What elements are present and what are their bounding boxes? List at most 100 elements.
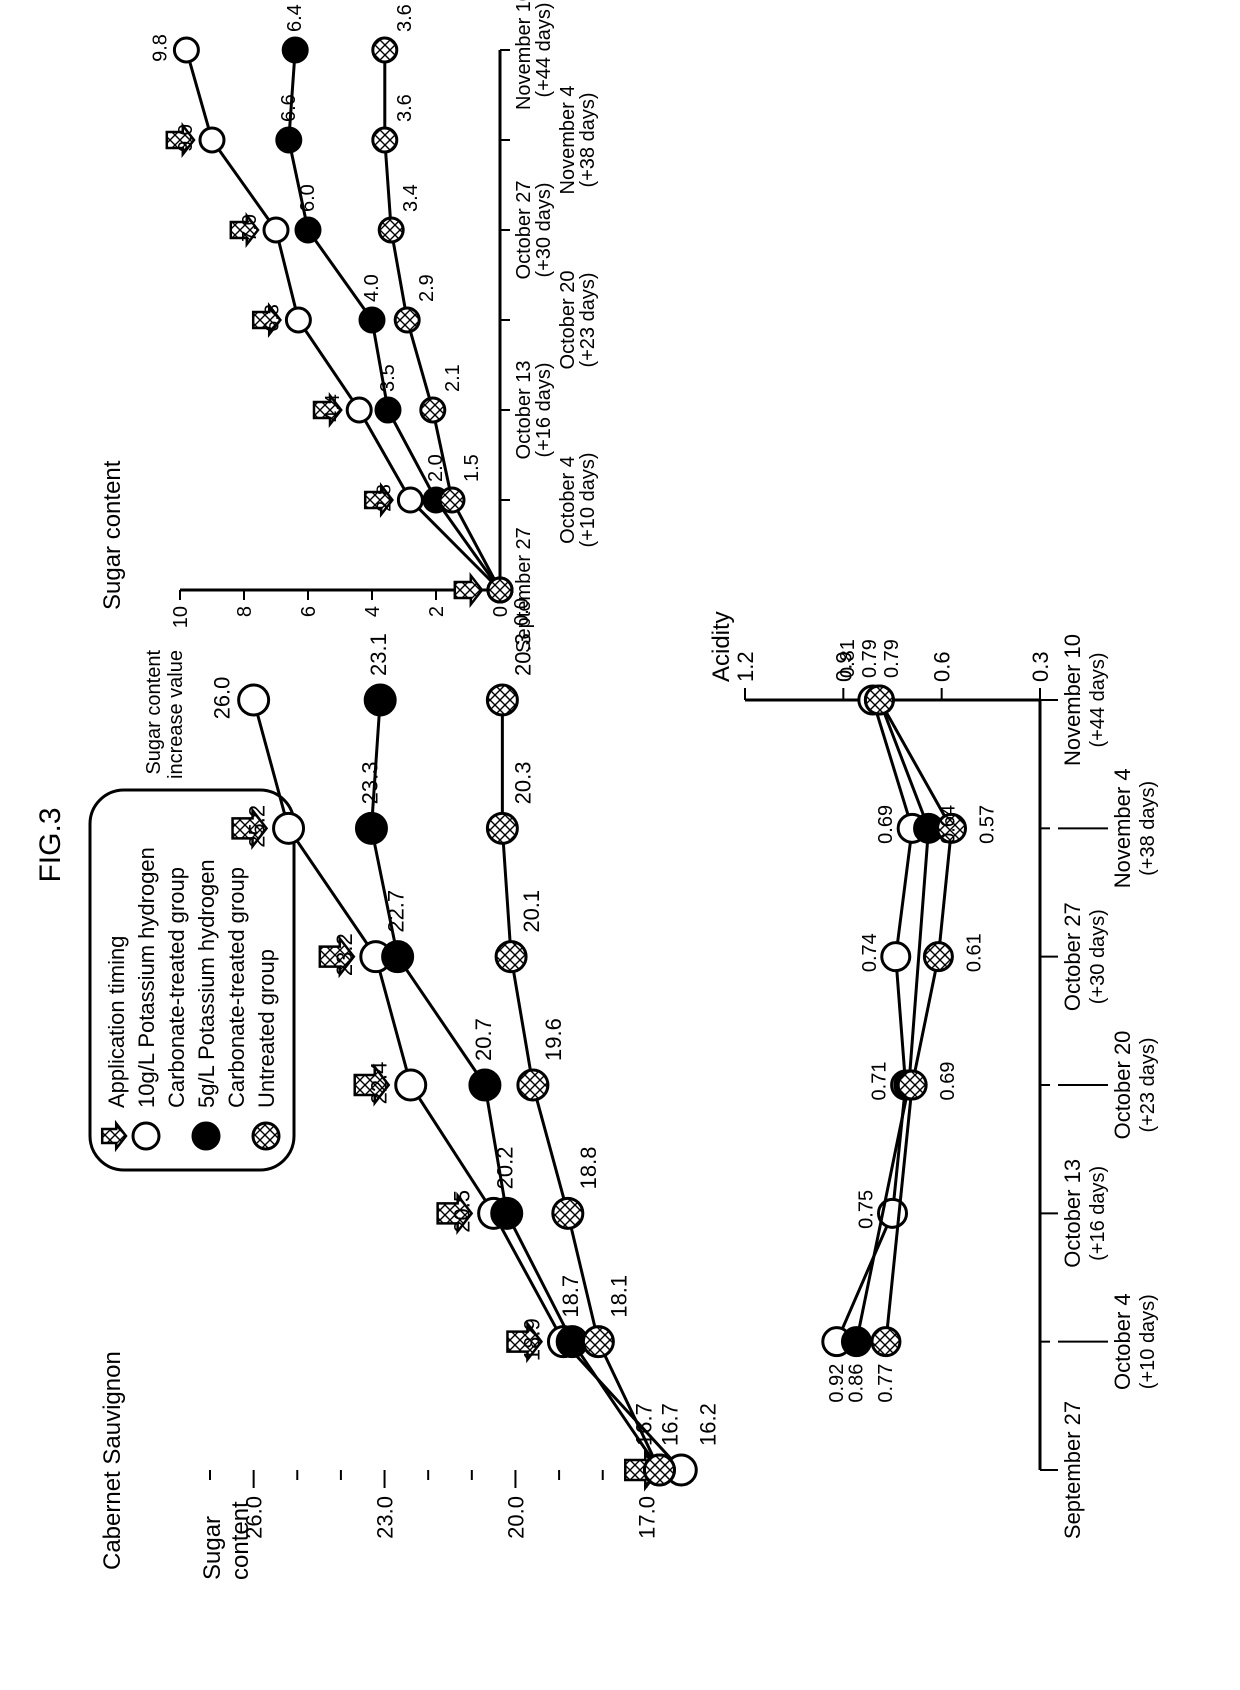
acidity-point-label: 0.79 <box>859 639 881 678</box>
inset-point-label: 4.4 <box>322 394 344 422</box>
inset-point-label: 1.5 <box>461 454 483 482</box>
acidity-y-label: Acidity <box>708 611 735 682</box>
legend-series-label: 10g/L Potassium hydrogen <box>134 847 159 1108</box>
acidity-point-label: 0.64 <box>938 805 960 844</box>
inset-y-label-bot: increase value <box>165 650 187 779</box>
main-point-label: 20.2 <box>493 1147 518 1190</box>
x-category-sub: (+10 days) <box>1137 1294 1159 1389</box>
acidity-point-label: 0.61 <box>963 933 985 972</box>
legend-series-label: Untreated group <box>254 949 279 1108</box>
main-point-label: 16.7 <box>631 1403 656 1446</box>
main-ytick-label: 17.0 <box>634 1496 659 1539</box>
x-category-sub: (+23 days) <box>1137 1037 1159 1132</box>
inset-point-label: 3.4 <box>400 184 422 212</box>
inset-ytick-label: 2 <box>426 606 448 617</box>
inset-x-category-sub: (+30 days) <box>533 182 555 277</box>
inset-point-label: 4.0 <box>361 274 383 302</box>
main-point-label: 18.1 <box>606 1275 631 1318</box>
main-point-label: 18.9 <box>519 1318 544 1361</box>
legend-series-label: Carbonate-treated group <box>164 867 189 1108</box>
inset-ytick-label: 6 <box>298 606 320 617</box>
x-category-top: October 13 <box>1060 1159 1085 1268</box>
acidity-ytick-label: 1.2 <box>733 651 758 682</box>
main-point-label: 18.8 <box>576 1147 601 1190</box>
inset-ytick-label: 0 <box>490 606 512 617</box>
inset-x-axis-labels: September 27 October 4(+10 days) October 1… <box>513 0 599 653</box>
inset-x-category-top: October 13 <box>513 361 535 460</box>
main-point-label: 26.0 <box>210 677 235 720</box>
inset-point-label: 6.0 <box>297 184 319 212</box>
inset-point-label: 6.3 <box>261 304 283 332</box>
x-category-sub: (+30 days) <box>1087 909 1109 1004</box>
x-axis-labels: September 27October 4(+10 days)October 1… <box>1058 634 1159 1539</box>
main-point-label: 20.3 <box>510 762 535 805</box>
inset-x-category-sub: (+10 days) <box>577 452 599 547</box>
main-point-label: 16.7 <box>657 1403 682 1446</box>
acidity-point-label: 0.57 <box>977 805 999 844</box>
inset-x-category-sub: (+38 days) <box>577 92 599 187</box>
legend-series-label: Carbonate-treated group <box>224 867 249 1108</box>
x-category-top: October 27 <box>1060 902 1085 1011</box>
inset-point-label: 6.6 <box>278 94 300 122</box>
main-point-label: 20.7 <box>471 1018 496 1061</box>
figure-canvas: FIG.3 Cabernet Sauvignon Application tim… <box>0 0 1240 1690</box>
acidity-ytick-label: 0.3 <box>1028 651 1053 682</box>
acidity-point-label: 0.86 <box>845 1364 867 1403</box>
inset-x-category-top: September 27 <box>513 527 535 653</box>
legend-series-label: 5g/L Potassium hydrogen <box>194 859 219 1108</box>
inset-x-category-top: November 4 <box>557 86 579 195</box>
inset-ytick-label: 4 <box>362 606 384 617</box>
inset-x-category-sub: (+16 days) <box>533 362 555 457</box>
acidity-point-label: 0.81 <box>837 639 859 678</box>
inset-x-category-sub: (+23 days) <box>577 272 599 367</box>
inset-title: Sugar content <box>99 460 126 610</box>
acidity-point-label: 0.77 <box>875 1364 897 1403</box>
x-category-sub: (+38 days) <box>1137 781 1159 876</box>
acidity-ytick-label: 0.6 <box>930 651 955 682</box>
main-point-label: 25.2 <box>245 805 270 848</box>
x-category-top: November 4 <box>1110 768 1135 888</box>
inset-point-label: 9.0 <box>175 124 197 152</box>
x-category-sub: (+16 days) <box>1087 1166 1109 1261</box>
inset-x-category-top: October 4 <box>557 456 579 544</box>
inset-point-label: 2.8 <box>373 484 395 512</box>
inset-x-category-top: November 10 <box>513 0 535 110</box>
main-point-label: 23.1 <box>366 633 391 676</box>
inset-x-category-sub: (+44 days) <box>533 2 555 97</box>
acidity-chart: 0.30.60.91.2Acidity0.920.860.770.810.790… <box>708 611 1058 1470</box>
main-point-label: 16.2 <box>695 1403 720 1446</box>
inset-point-label: 6.4 <box>284 4 306 32</box>
inset-point-label: 9.8 <box>149 34 171 62</box>
x-category-sub: (+44 days) <box>1087 652 1109 747</box>
main-y-label-top: Sugar <box>199 1516 226 1580</box>
main-point-label: 20.1 <box>519 890 544 933</box>
page: FIG.3 Cabernet Sauvignon Application tim… <box>0 0 1240 1690</box>
acidity-point-label: 0.69 <box>937 1062 959 1101</box>
main-point-label: 22.4 <box>367 1062 392 1105</box>
acidity-point-label: 0.71 <box>869 1062 891 1101</box>
main-point-label: 20.5 <box>450 1190 475 1233</box>
inset-point-label: 2.0 <box>425 454 447 482</box>
acidity-point-label: 0.79 <box>881 639 903 678</box>
legend-arrow-label: Application timing <box>104 936 129 1108</box>
acidity-point-label: 0.69 <box>875 805 897 844</box>
variety-label: Cabernet Sauvignon <box>99 1351 126 1570</box>
figure-title: FIG.3 <box>34 807 67 882</box>
inset-point-label: 2.1 <box>442 364 464 392</box>
inset-point-label: 3.6 <box>394 4 416 32</box>
inset-x-category-top: October 27 <box>513 181 535 280</box>
main-ytick-label: 23.0 <box>373 1496 398 1539</box>
inset-ytick-label: 8 <box>234 606 256 617</box>
figure-svg: FIG.3 Cabernet Sauvignon Application tim… <box>0 0 1240 1690</box>
inset-ytick-label: 10 <box>170 606 192 628</box>
acidity-point-label: 0.74 <box>859 933 881 972</box>
main-point-label: 23.2 <box>332 933 357 976</box>
inset-y-label-top: Sugar content <box>143 650 165 775</box>
x-category-top: November 10 <box>1060 634 1085 766</box>
inset-point-label: 3.5 <box>377 364 399 392</box>
inset-x-category-top: October 20 <box>557 271 579 370</box>
main-ytick-label: 20.0 <box>503 1496 528 1539</box>
main-point-label: 23.3 <box>357 762 382 805</box>
x-category-top: September 27 <box>1060 1401 1085 1539</box>
main-point-label: 19.6 <box>541 1018 566 1061</box>
